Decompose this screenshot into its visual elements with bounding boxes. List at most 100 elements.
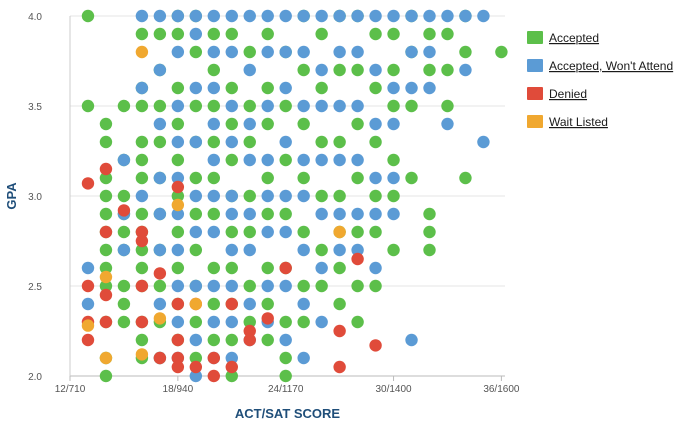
data-point (261, 297, 274, 311)
data-point (333, 63, 346, 77)
data-point (387, 207, 400, 221)
data-point (369, 81, 382, 95)
data-point (99, 225, 113, 239)
data-point (423, 81, 436, 95)
data-point (81, 177, 95, 190)
data-point (81, 297, 95, 311)
data-point (261, 27, 274, 41)
data-point (135, 279, 149, 293)
data-point (189, 315, 203, 329)
data-point (189, 225, 203, 239)
data-point (351, 279, 364, 293)
data-point (243, 225, 256, 239)
x-tick-label: 18/940 (163, 384, 194, 395)
data-point (153, 312, 167, 325)
data-point (99, 117, 113, 131)
data-point (423, 225, 436, 239)
data-point (423, 243, 436, 257)
data-point (135, 81, 149, 95)
data-point (207, 279, 221, 293)
data-point (99, 135, 113, 149)
data-point (297, 351, 310, 365)
series-1-points (81, 9, 490, 383)
data-point (207, 135, 221, 149)
legend-swatch (527, 87, 543, 100)
data-point (81, 333, 95, 347)
data-point (333, 189, 346, 203)
data-point (297, 117, 310, 131)
data-point (99, 189, 113, 203)
data-point (207, 351, 221, 365)
data-point (153, 27, 167, 41)
data-point (207, 315, 221, 329)
data-point (99, 207, 113, 221)
data-point (207, 81, 221, 95)
data-point (171, 153, 185, 167)
legend-label[interactable]: Denied (549, 87, 587, 101)
data-point (189, 171, 203, 185)
data-point (189, 99, 203, 113)
data-point (225, 315, 238, 329)
data-point (387, 81, 400, 95)
data-point (135, 27, 149, 41)
data-point (99, 162, 113, 176)
data-point (405, 171, 418, 185)
data-point (153, 9, 167, 23)
data-point (279, 315, 292, 329)
data-point (297, 171, 310, 185)
data-point (279, 9, 292, 23)
data-point (441, 63, 454, 77)
data-point (369, 225, 382, 239)
data-point (117, 243, 131, 257)
data-point (315, 189, 328, 203)
data-point (117, 189, 131, 203)
legend-label[interactable]: Wait Listed (549, 115, 608, 129)
data-point (261, 153, 274, 167)
data-point (459, 63, 472, 77)
data-point (243, 9, 256, 23)
data-point (495, 45, 508, 59)
legend-label[interactable]: Accepted, Won't Attend (549, 59, 673, 73)
data-point (99, 270, 113, 284)
y-tick-label: 2.5 (28, 282, 42, 293)
data-point (99, 171, 113, 185)
y-tick-labels: 2.0 2.5 3.0 3.5 4.0 (28, 12, 42, 383)
data-point (225, 81, 238, 95)
data-point (315, 279, 328, 293)
legend-label[interactable]: Accepted (549, 31, 599, 45)
data-point (297, 9, 310, 23)
data-point (207, 207, 221, 221)
data-point (297, 243, 310, 257)
data-point (279, 333, 292, 347)
data-point (387, 171, 400, 185)
data-point (315, 63, 328, 77)
data-point (369, 27, 382, 41)
data-point (279, 189, 292, 203)
data-point (315, 135, 328, 149)
data-point (189, 351, 203, 365)
data-point (117, 225, 131, 239)
data-point (243, 153, 256, 167)
data-point (369, 117, 382, 131)
data-point (387, 99, 400, 113)
data-point (369, 261, 382, 275)
data-point (351, 9, 364, 23)
data-point (279, 207, 292, 221)
data-point (189, 81, 203, 95)
data-point (225, 45, 238, 59)
data-point (171, 135, 185, 149)
data-point (207, 63, 221, 77)
data-point (315, 153, 328, 167)
data-point (225, 360, 238, 374)
data-point (225, 189, 238, 203)
data-point (207, 261, 221, 275)
data-point (333, 207, 346, 221)
data-point (387, 153, 400, 167)
data-point (243, 315, 256, 329)
data-point (207, 117, 221, 131)
data-point (441, 99, 454, 113)
legend-swatch (527, 115, 543, 128)
data-point (153, 297, 167, 311)
data-point (207, 297, 221, 311)
data-point (171, 297, 185, 311)
